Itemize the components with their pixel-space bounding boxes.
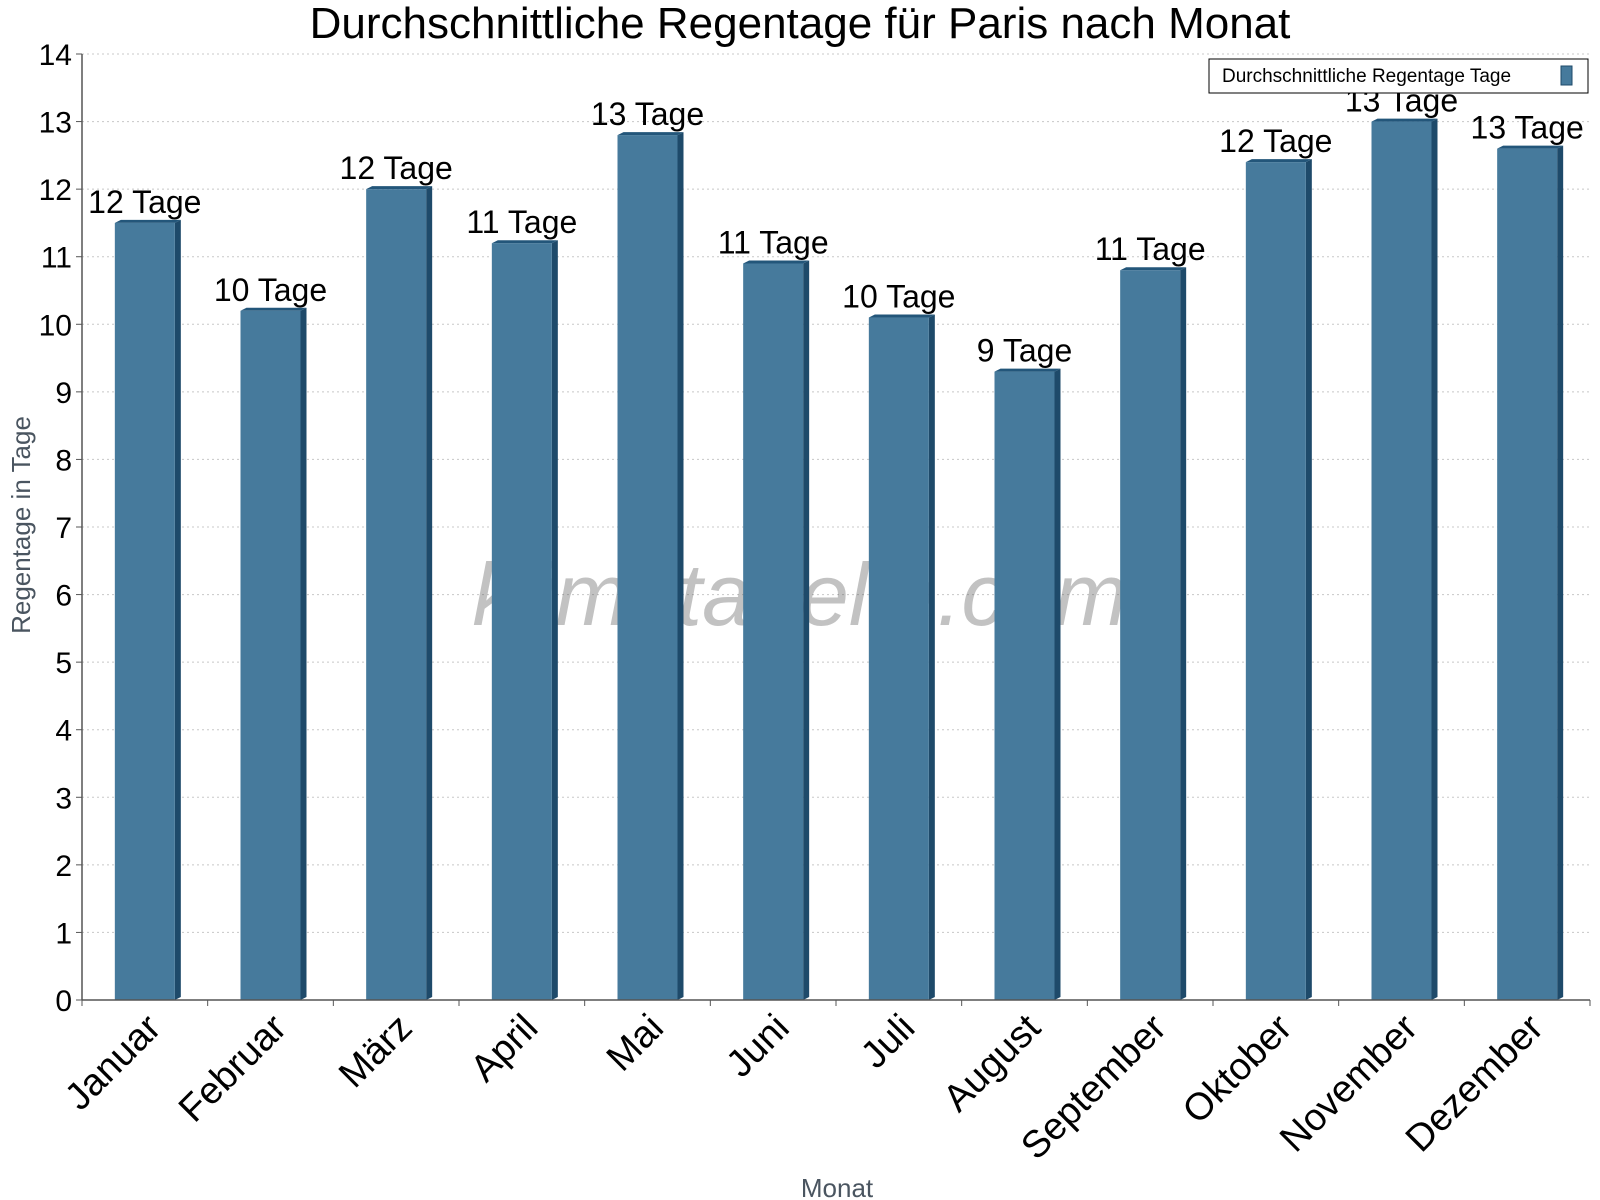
bar <box>491 243 552 1000</box>
bar <box>1497 148 1558 1001</box>
x-tick-label: März <box>331 1007 420 1096</box>
bar-side <box>174 219 181 1000</box>
bar-top <box>491 240 558 244</box>
data-label: 11 Tage <box>466 204 577 240</box>
y-tick-label: 0 <box>55 985 72 1018</box>
bar-side <box>1305 159 1312 1001</box>
x-tick-label: Februar <box>171 1006 295 1130</box>
bar-side <box>803 260 810 1000</box>
x-tick-label: Oktober <box>1175 1006 1301 1132</box>
legend-swatch <box>1560 65 1573 86</box>
bar-top <box>366 186 433 190</box>
bar-top <box>743 260 810 264</box>
bar <box>240 310 301 1000</box>
bar-side <box>1557 145 1564 1001</box>
bar-top <box>617 132 684 136</box>
bar-side <box>1180 267 1187 1000</box>
y-tick-label: 14 <box>39 39 72 72</box>
bar-series <box>114 118 1564 1001</box>
bar-side <box>300 307 307 1000</box>
bar-top <box>114 219 181 223</box>
bar <box>366 189 427 1001</box>
y-axis-title: Regentage in Tage <box>6 416 36 634</box>
x-axis-title: Monat <box>801 1173 874 1200</box>
bar <box>1245 162 1306 1001</box>
data-label: 13 Tage <box>591 96 704 132</box>
y-tick-label: 7 <box>55 512 72 545</box>
y-tick-label: 9 <box>55 377 72 410</box>
y-tick-label: 5 <box>55 647 72 680</box>
y-tick-label: 4 <box>55 715 72 748</box>
y-tick-label: 8 <box>55 444 72 477</box>
bar-side <box>1054 368 1061 1001</box>
data-label: 11 Tage <box>1095 231 1206 267</box>
bar <box>1371 121 1432 1001</box>
data-labels: 12 Tage 10 Tage 12 Tage 11 Tage 13 Tage 11 Ta… <box>88 83 1584 369</box>
y-tick-label: 3 <box>55 782 72 815</box>
bar-side <box>426 186 433 1001</box>
bar-side <box>928 314 935 1000</box>
y-tick-label: 12 <box>39 174 72 207</box>
axes <box>76 53 1591 1006</box>
bar-side <box>1431 118 1438 1001</box>
x-tick-label: Juni <box>719 1007 798 1086</box>
bar-side <box>677 132 684 1001</box>
bar-side <box>551 240 558 1000</box>
bar-top <box>1245 159 1312 163</box>
x-tick-label: November <box>1272 1006 1426 1160</box>
bar <box>617 135 678 1001</box>
x-tick-label: Mai <box>599 1007 672 1080</box>
data-label: 9 Tage <box>977 333 1073 369</box>
y-tick-label: 11 <box>41 242 72 275</box>
bar-top <box>868 314 935 318</box>
data-label: 12 Tage <box>88 184 201 220</box>
data-label: 11 Tage <box>718 224 829 260</box>
grid-lines <box>82 53 1590 933</box>
y-tick-label: 1 <box>55 917 72 950</box>
data-label: 13 Tage <box>1471 110 1584 146</box>
data-label: 12 Tage <box>1219 123 1332 159</box>
x-tick-label: Dezember <box>1398 1006 1552 1160</box>
y-tick-label: 2 <box>55 850 72 883</box>
x-tick-label: Juli <box>853 1007 923 1077</box>
legend-entry-label: Durchschnittliche Regentage Tage <box>1222 66 1511 87</box>
y-tick-label: 6 <box>55 580 72 613</box>
bar <box>114 222 175 1000</box>
bar-top <box>1120 267 1187 271</box>
bar <box>868 317 929 1000</box>
bar-top <box>1497 145 1564 149</box>
legend: Durchschnittliche Regentage Tage <box>1208 58 1589 94</box>
y-tick-label: 13 <box>39 107 72 140</box>
legend-box <box>1208 58 1589 94</box>
data-label: 10 Tage <box>842 279 955 315</box>
bar <box>743 263 804 1000</box>
bar-top <box>1371 118 1438 122</box>
x-tick-label: August <box>936 1006 1050 1120</box>
bar-top <box>994 368 1061 372</box>
data-label: 12 Tage <box>340 150 453 186</box>
data-label: 10 Tage <box>214 272 327 308</box>
x-tick-label: April <box>463 1007 546 1090</box>
x-tick-labels: Januar Februar März April Mai Juni Juli AugustS… <box>57 1006 1551 1167</box>
chart-title: Durchschnittliche Regentage für Paris na… <box>310 0 1291 48</box>
bar <box>994 371 1055 1001</box>
bar <box>1120 270 1181 1000</box>
bar-top <box>240 307 307 311</box>
x-tick-label: Januar <box>57 1006 169 1118</box>
y-tick-label: 10 <box>39 309 72 342</box>
